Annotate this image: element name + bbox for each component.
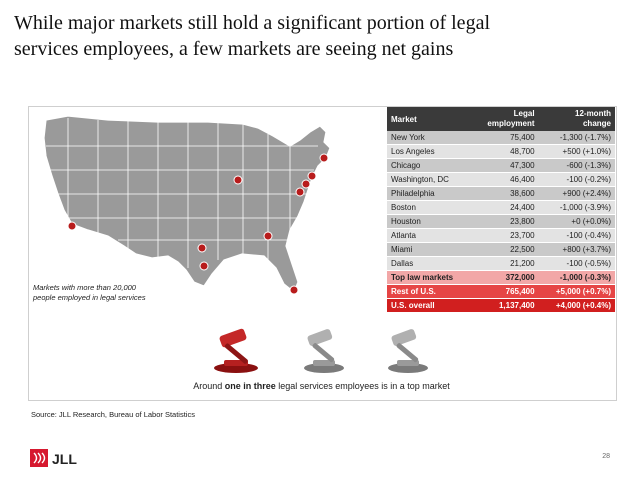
header-employment-line-1: Legal <box>513 109 535 118</box>
table-row: Houston 23,800 +0 (+0.0%) <box>387 214 615 229</box>
header-employment-line-2: employment <box>487 119 535 128</box>
caption-post: legal services employees is in a top mar… <box>275 381 450 391</box>
caption-bold: one in three <box>224 381 276 391</box>
table-row: Dallas 21,200 -100 (-0.5%) <box>387 256 615 271</box>
title-line-2: services employees, a few markets are se… <box>14 38 454 60</box>
caption-pre: Around <box>193 381 225 391</box>
market-cell: Washington, DC <box>387 172 472 187</box>
employment-cell: 46,400 <box>471 172 539 187</box>
marker-miami <box>289 285 299 295</box>
market-cell: Los Angeles <box>387 144 472 159</box>
market-cell: Chicago <box>387 158 472 173</box>
table-total-row-top-markets: Top law markets 372,000 -1,000 (-0.3%) <box>387 270 615 285</box>
change-cell: -100 (-0.4%) <box>538 228 615 243</box>
employment-cell: 765,400 <box>471 284 539 299</box>
gavel-red-icon <box>214 328 258 373</box>
header-market: Market <box>387 107 472 131</box>
page-number: 28 <box>602 453 610 460</box>
market-cell: Houston <box>387 214 472 229</box>
employment-cell: 21,200 <box>471 256 539 271</box>
table-row: Philadelphia 38,600 +900 (+2.4%) <box>387 186 615 201</box>
caption: Around one in three legal services emplo… <box>28 381 615 391</box>
change-cell: +4,000 (+0.4%) <box>538 298 615 313</box>
change-cell: +0 (+0.0%) <box>538 214 615 229</box>
market-cell: Philadelphia <box>387 186 472 201</box>
table-row: Atlanta 23,700 -100 (-0.4%) <box>387 228 615 243</box>
jll-logo-text: JLL <box>52 451 77 467</box>
map-note-line-1: Markets with more than 20,000 <box>33 283 136 292</box>
change-cell: -1,000 (-0.3%) <box>538 270 615 285</box>
market-markers <box>67 153 329 295</box>
marker-dallas <box>197 243 207 253</box>
change-cell: -1,000 (-3.9%) <box>538 200 615 215</box>
table-header-row: Market Legal employment 12-month change <box>387 107 615 131</box>
marker-chicago <box>233 175 243 185</box>
header-change-line-2: change <box>582 119 611 128</box>
employment-cell: 22,500 <box>471 242 539 257</box>
table-row: Chicago 47,300 -600 (-1.3%) <box>387 158 615 173</box>
table-total-row-us-overall: U.S. overall 1,137,400 +4,000 (+0.4%) <box>387 298 615 313</box>
jll-logo: JLL <box>30 449 77 467</box>
source-note: Source: JLL Research, Bureau of Labor St… <box>31 410 195 419</box>
jll-logo-mark-icon <box>30 449 48 467</box>
marker-los-angeles <box>67 221 77 231</box>
change-cell: -100 (-0.2%) <box>538 172 615 187</box>
slide-title: While major markets still hold a signifi… <box>14 10 614 62</box>
market-cell: U.S. overall <box>387 298 472 313</box>
market-cell: New York <box>387 131 472 145</box>
change-cell: +5,000 (+0.7%) <box>538 284 615 299</box>
employment-cell: 24,400 <box>471 200 539 215</box>
market-cell: Top law markets <box>387 270 472 285</box>
employment-cell: 48,700 <box>471 144 539 159</box>
employment-cell: 47,300 <box>471 158 539 173</box>
employment-cell: 23,700 <box>471 228 539 243</box>
header-employment: Legal employment <box>471 107 539 131</box>
market-cell: Rest of U.S. <box>387 284 472 299</box>
gavel-gray-icon-2 <box>388 329 428 373</box>
market-cell: Atlanta <box>387 228 472 243</box>
gavel-gray-icon <box>304 329 344 373</box>
table-row: Los Angeles 48,700 +500 (+1.0%) <box>387 144 615 159</box>
change-cell: +900 (+2.4%) <box>538 186 615 201</box>
marker-atlanta <box>263 231 273 241</box>
change-cell: -600 (-1.3%) <box>538 158 615 173</box>
employment-cell: 75,400 <box>471 131 539 145</box>
table-total-row-rest-of-us: Rest of U.S. 765,400 +5,000 (+0.7%) <box>387 284 615 299</box>
map-note-line-2: people employed in legal services <box>33 293 146 302</box>
employment-cell: 1,137,400 <box>471 298 539 313</box>
map-note: Markets with more than 20,000 people emp… <box>33 283 183 303</box>
table-row: Washington, DC 46,400 -100 (-0.2%) <box>387 172 615 187</box>
header-change-line-1: 12-month <box>575 109 611 118</box>
table-row: Miami 22,500 +800 (+3.7%) <box>387 242 615 257</box>
legal-employment-table: Market Legal employment 12-month change … <box>387 107 615 313</box>
marker-washington-dc <box>295 187 305 197</box>
market-cell: Boston <box>387 200 472 215</box>
marker-new-york <box>307 171 317 181</box>
title-line-1: While major markets still hold a signifi… <box>14 12 490 34</box>
gavel-illustration <box>214 328 428 373</box>
employment-cell: 23,800 <box>471 214 539 229</box>
market-cell: Miami <box>387 242 472 257</box>
content-panel <box>28 106 617 401</box>
us-map <box>43 115 331 295</box>
us-map-land <box>43 115 331 293</box>
change-cell: +500 (+1.0%) <box>538 144 615 159</box>
state-borders <box>46 118 318 268</box>
market-cell: Dallas <box>387 256 472 271</box>
employment-cell: 372,000 <box>471 270 539 285</box>
marker-houston <box>199 261 209 271</box>
header-change: 12-month change <box>538 107 615 131</box>
change-cell: -1,300 (-1.7%) <box>538 131 615 145</box>
employment-cell: 38,600 <box>471 186 539 201</box>
table-row: Boston 24,400 -1,000 (-3.9%) <box>387 200 615 215</box>
change-cell: +800 (+3.7%) <box>538 242 615 257</box>
marker-philadelphia <box>301 179 311 189</box>
change-cell: -100 (-0.5%) <box>538 256 615 271</box>
marker-boston <box>319 153 329 163</box>
table-row: New York 75,400 -1,300 (-1.7%) <box>387 131 615 145</box>
